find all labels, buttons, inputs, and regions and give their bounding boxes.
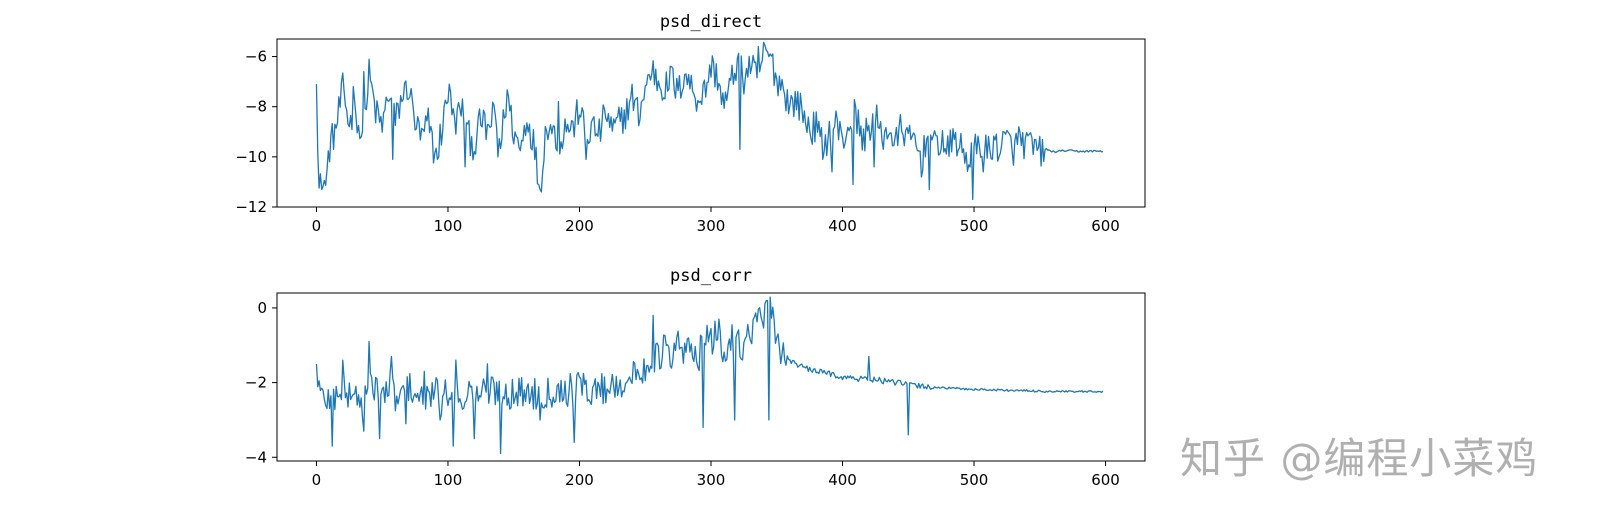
x-tick-label: 600 (1091, 471, 1120, 489)
x-tick-label: 500 (960, 217, 989, 235)
series-line (315, 296, 1104, 455)
axes-frame (276, 38, 1146, 208)
y-tick-label: 0 (257, 299, 267, 317)
x-tick-label: 400 (828, 471, 857, 489)
x-tick-label: 100 (434, 471, 463, 489)
x-tick-label: 0 (312, 217, 322, 235)
x-tick-label: 400 (828, 217, 857, 235)
y-tick-label: −2 (245, 374, 267, 392)
watermark-text: 知乎 @编程小菜鸡 (1180, 434, 1539, 483)
chart-title: psd_corr (670, 266, 752, 286)
y-tick-label: −8 (245, 98, 267, 116)
x-tick-label: 200 (565, 217, 594, 235)
x-tick-label: 300 (697, 217, 726, 235)
plot-psd-corr: 0 100 200 300 400 500 600 −4 −2 0 psd_corr (245, 266, 1146, 489)
x-tick-label: 100 (434, 217, 463, 235)
x-tick-label: 500 (960, 471, 989, 489)
x-tick-label: 0 (312, 471, 322, 489)
chart-title: psd_direct (660, 12, 762, 32)
x-tick-label: 200 (565, 471, 594, 489)
x-tick-label: 600 (1091, 217, 1120, 235)
y-tick-label: −6 (245, 48, 267, 66)
y-tick-label: −10 (235, 148, 267, 166)
plot-psd-direct: 0 100 200 300 400 500 600 −12 −10 −8 −6 psd_direct (235, 12, 1146, 235)
y-tick-label: −4 (245, 448, 267, 466)
x-tick-label: 300 (697, 471, 726, 489)
series-line (315, 41, 1104, 201)
y-tick-label: −12 (235, 198, 267, 216)
